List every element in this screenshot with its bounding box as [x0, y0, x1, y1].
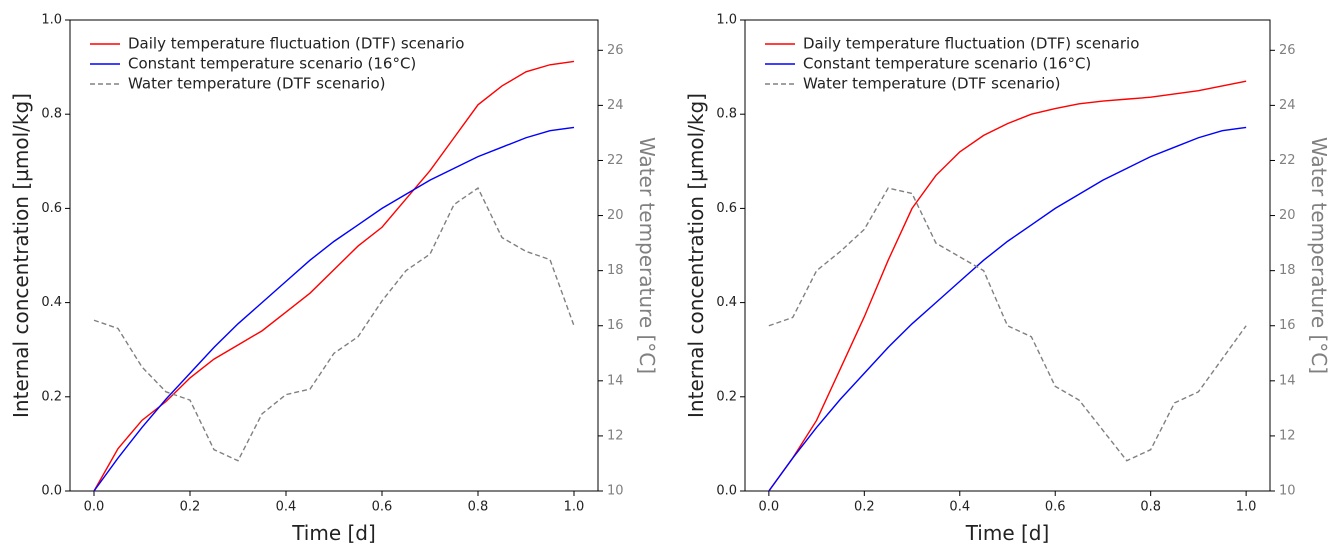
- y-tick-label: 0.4: [41, 295, 62, 310]
- line-series: [768, 80, 1247, 492]
- x-tick-label: 1.0: [564, 500, 585, 515]
- y-tick-label: 1.0: [716, 13, 737, 28]
- legend-label: Water temperature (DTF scenario): [803, 75, 1060, 93]
- x-tick-label: 0.4: [276, 500, 297, 515]
- y2-tick-label: 24: [1279, 98, 1296, 113]
- x-tick-label: 0.6: [1045, 500, 1066, 515]
- x-tick-label: 0.0: [759, 500, 780, 515]
- legend-label: Daily temperature fluctuation (DTF) scen…: [803, 35, 1139, 53]
- y-tick-label: 0.8: [41, 107, 62, 122]
- line-series: [93, 60, 575, 492]
- x-tick-label: 0.6: [372, 500, 393, 515]
- line-series: [93, 126, 575, 492]
- x-axis-label: Time [d]: [291, 521, 376, 544]
- y2-tick-label: 26: [1279, 43, 1296, 58]
- line-series: [93, 186, 575, 462]
- y-tick-label: 1.0: [41, 13, 62, 28]
- legend-label: Water temperature (DTF scenario): [128, 75, 385, 93]
- plot-frame: [69, 19, 599, 492]
- y2-tick-label: 12: [1279, 428, 1296, 443]
- x-tick-label: 0.0: [84, 500, 105, 515]
- y2-tick-label: 10: [607, 484, 624, 499]
- y2-tick-label: 26: [607, 43, 624, 58]
- line-series: [768, 126, 1247, 492]
- legend-label: Constant temperature scenario (16°C): [128, 55, 416, 73]
- y-tick-label: 0.8: [716, 107, 737, 122]
- plot-frame: [744, 19, 1271, 492]
- y2-tick-label: 22: [607, 153, 624, 168]
- y2-axis-label: Water temperature [°C]: [1307, 137, 1330, 374]
- y-tick-label: 0.4: [716, 295, 737, 310]
- y2-tick-label: 20: [607, 208, 624, 223]
- y2-tick-label: 18: [607, 263, 624, 278]
- x-tick-label: 0.2: [180, 500, 201, 515]
- y2-tick-label: 16: [1279, 318, 1296, 333]
- x-tick-label: 1.0: [1236, 500, 1257, 515]
- y2-tick-label: 18: [1279, 263, 1296, 278]
- y2-tick-label: 14: [1279, 373, 1296, 388]
- legend-label: Constant temperature scenario (16°C): [803, 55, 1091, 73]
- x-tick-label: 0.4: [949, 500, 970, 515]
- y-tick-label: 0.2: [41, 389, 62, 404]
- y-tick-label: 0.0: [41, 484, 62, 499]
- y2-tick-label: 20: [1279, 208, 1296, 223]
- x-tick-label: 0.2: [854, 500, 875, 515]
- legend-label: Daily temperature fluctuation (DTF) scen…: [128, 35, 464, 53]
- y2-tick-label: 16: [607, 318, 624, 333]
- y2-tick-label: 22: [1279, 153, 1296, 168]
- y2-tick-label: 12: [607, 428, 624, 443]
- y2-axis-label: Water temperature [°C]: [635, 137, 659, 374]
- y-tick-label: 0.0: [716, 484, 737, 499]
- x-tick-label: 0.8: [468, 500, 489, 515]
- x-axis-label: Time [d]: [965, 521, 1050, 544]
- y2-tick-label: 24: [607, 98, 624, 113]
- y-tick-label: 0.6: [41, 201, 62, 216]
- y-tick-label: 0.6: [716, 201, 737, 216]
- y2-tick-label: 10: [1279, 484, 1296, 499]
- y-axis-label: Internal concentration [µmol/kg]: [684, 93, 708, 418]
- line-series: [768, 187, 1247, 462]
- x-tick-label: 0.8: [1140, 500, 1161, 515]
- y2-tick-label: 14: [607, 373, 624, 388]
- y-tick-label: 0.2: [716, 389, 737, 404]
- y-axis-label: Internal concentration [µmol/kg]: [9, 93, 33, 418]
